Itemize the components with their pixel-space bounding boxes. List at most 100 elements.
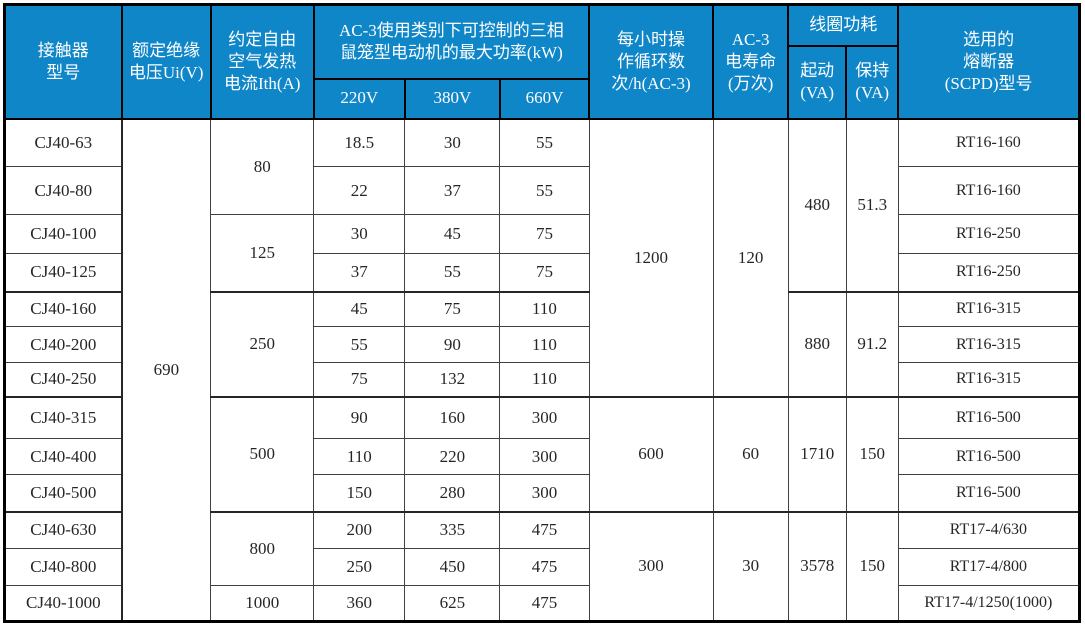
fuse-cell: RT16-160 (897, 118, 1081, 167)
contactor-spec-table: 接触器 型号 额定绝缘 电压Ui(V) 约定自由 空气发热 电流Ith(A) A… (3, 3, 1081, 623)
power-660v-cell: 55 (499, 118, 590, 167)
model-cell: CJ40-100 (3, 214, 123, 254)
coil-start-cell: 480 (787, 118, 847, 292)
header-coil-hold: 保持 (VA) (845, 44, 900, 120)
power-220v-cell: 22 (313, 166, 406, 215)
power-380v-cell: 45 (404, 214, 501, 254)
table-row: CJ40-63 690 80 18.5 30 55 1200 120 480 5… (3, 118, 1081, 622)
fuse-cell: RT16-160 (897, 166, 1081, 215)
power-220v-cell: 250 (313, 548, 406, 586)
table-row: CJ40-125 37 55 75 RT16-250 (3, 253, 1081, 292)
table-row: CJ40-630 800 200 335 475 300 30 3578 150… (3, 510, 1081, 622)
power-380v-cell: 75 (404, 290, 501, 327)
model-cell: CJ40-400 (3, 438, 123, 475)
power-660v-cell: 110 (499, 326, 590, 363)
coil-hold-cell: 150 (845, 510, 899, 622)
cycles-cell: 300 (588, 510, 714, 622)
power-380v-cell: 55 (404, 253, 501, 292)
table-row: CJ40-500 150 280 300 RT16-500 (3, 474, 1081, 512)
fuse-cell: RT16-250 (897, 253, 1081, 292)
cycles-cell: 1200 (588, 118, 714, 397)
coil-start-cell: 880 (787, 290, 847, 397)
fuse-cell: RT16-315 (897, 326, 1081, 363)
power-380v-cell: 30 (404, 118, 501, 167)
header-220v: 220V (312, 77, 406, 120)
model-cell: CJ40-160 (3, 290, 123, 327)
insulation-voltage-cell: 690 (120, 118, 212, 622)
power-380v-cell: 220 (404, 438, 501, 475)
power-220v-cell: 200 (313, 510, 406, 549)
power-220v-cell: 360 (313, 585, 406, 622)
power-220v-cell: 75 (313, 362, 406, 397)
power-380v-cell: 280 (404, 474, 501, 512)
thermal-current-cell: 125 (210, 214, 315, 292)
header-electrical-life: AC-3 电寿命 (万次) (712, 3, 790, 120)
fuse-cell: RT16-315 (897, 290, 1081, 327)
cycles-cell: 600 (588, 395, 714, 512)
table-row: CJ40-80 22 37 55 RT16-160 (3, 166, 1081, 215)
table-row: CJ40-160 250 45 75 110 880 91.2 RT16-315 (3, 290, 1081, 397)
fuse-cell: RT16-315 (897, 362, 1081, 397)
header-row-2: 起动 (VA) 保持 (VA) (5, 44, 1080, 120)
fuse-cell: RT17-4/630 (897, 510, 1081, 549)
power-220v-cell: 45 (313, 290, 406, 327)
header-model: 接触器 型号 (3, 3, 123, 120)
header-row-3: 220V 380V 660V (5, 77, 1080, 120)
power-660v-cell: 75 (499, 214, 590, 254)
model-cell: CJ40-125 (3, 253, 123, 292)
model-cell: CJ40-630 (3, 510, 123, 549)
power-380v-cell: 90 (404, 326, 501, 363)
power-380v-cell: 132 (404, 362, 501, 397)
coil-hold-cell: 51.3 (845, 118, 899, 292)
power-660v-cell: 475 (499, 585, 590, 622)
coil-start-cell: 3578 (787, 510, 847, 622)
power-220v-cell: 18.5 (313, 118, 406, 167)
coil-hold-cell: 150 (845, 395, 899, 512)
model-cell: CJ40-315 (3, 395, 123, 439)
life-cell: 30 (712, 510, 789, 622)
fuse-cell: RT17-4/800 (897, 548, 1081, 586)
model-cell: CJ40-63 (3, 118, 123, 167)
thermal-current-cell: 250 (210, 290, 315, 397)
header-thermal-current: 约定自由 空气发热 电流Ith(A) (209, 3, 315, 120)
power-660v-cell: 75 (499, 253, 590, 292)
power-220v-cell: 110 (313, 438, 406, 475)
model-cell: CJ40-500 (3, 474, 123, 512)
power-220v-cell: 55 (313, 326, 406, 363)
power-220v-cell: 150 (313, 474, 406, 512)
power-660v-cell: 110 (499, 362, 590, 397)
header-coil-power-group: 线圈功耗 (787, 3, 900, 47)
fuse-cell: RT17-4/1250(1000) (897, 585, 1081, 622)
power-660v-cell: 300 (499, 438, 590, 475)
power-380v-cell: 625 (404, 585, 501, 622)
power-220v-cell: 30 (313, 214, 406, 254)
power-660v-cell: 475 (499, 510, 590, 549)
life-cell: 120 (712, 118, 789, 397)
header-fuse-type: 选用的 熔断器 (SCPD)型号 (897, 3, 1081, 120)
table-row: CJ40-1000 1000 360 625 475 RT17-4/1250(1… (3, 585, 1081, 622)
thermal-current-cell: 80 (210, 118, 315, 215)
table-row: CJ40-250 75 132 110 RT16-315 (3, 362, 1081, 397)
fuse-cell: RT16-250 (897, 214, 1081, 254)
power-660v-cell: 300 (499, 474, 590, 512)
power-380v-cell: 160 (404, 395, 501, 439)
header-rated-insulation-voltage: 额定绝缘 电压Ui(V) (120, 3, 212, 120)
model-cell: CJ40-200 (3, 326, 123, 363)
thermal-current-cell: 1000 (210, 585, 315, 622)
model-cell: CJ40-80 (3, 166, 123, 215)
coil-hold-cell: 91.2 (845, 290, 899, 397)
life-cell: 60 (712, 395, 789, 512)
header-row-1: 接触器 型号 额定绝缘 电压Ui(V) 约定自由 空气发热 电流Ith(A) A… (3, 3, 1081, 120)
header-max-power-group: AC-3使用类别下可控制的三相 鼠笼型电动机的最大功率(kW) (312, 3, 591, 80)
power-660v-cell: 110 (499, 290, 590, 327)
model-cell: CJ40-1000 (3, 585, 123, 622)
power-220v-cell: 90 (313, 395, 406, 439)
header-operating-cycles: 每小时操 作循环数 次/h(AC-3) (587, 3, 715, 120)
header-coil-start: 起动 (VA) (787, 44, 848, 120)
power-380v-cell: 335 (404, 510, 501, 549)
fuse-cell: RT16-500 (897, 395, 1081, 439)
thermal-current-cell: 500 (210, 395, 315, 512)
table-row: CJ40-200 55 90 110 RT16-315 (3, 326, 1081, 363)
coil-start-cell: 1710 (787, 395, 847, 512)
